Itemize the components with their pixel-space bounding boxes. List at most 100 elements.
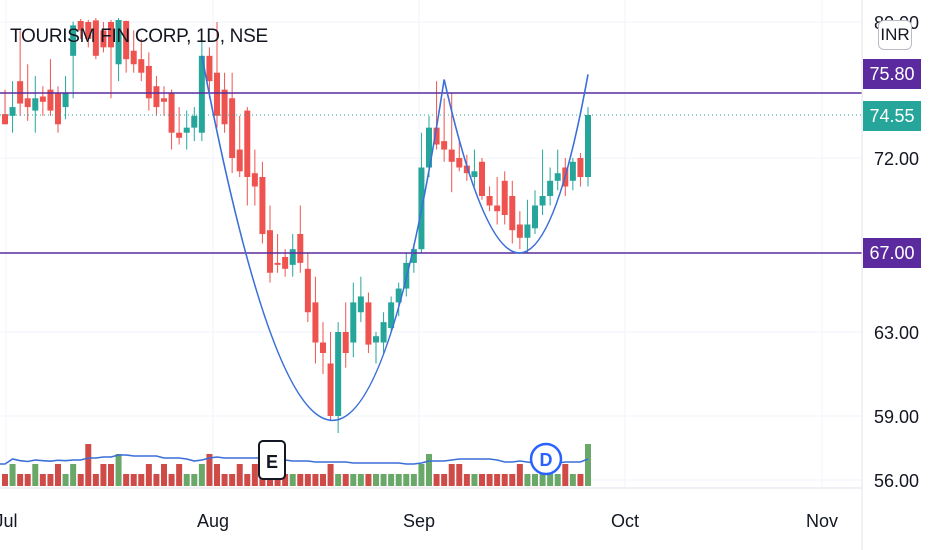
candle <box>471 149 478 187</box>
volume-bar <box>433 474 440 486</box>
candle-body <box>198 55 205 133</box>
volume-bar <box>130 474 137 486</box>
volume-bar <box>206 454 213 486</box>
candle <box>2 89 8 125</box>
candle <box>342 302 349 368</box>
volume-bar <box>145 464 152 486</box>
volume-bar <box>85 444 92 486</box>
volume-bar <box>138 474 145 486</box>
candle-body <box>9 107 16 116</box>
currency-button[interactable]: INR <box>878 20 912 50</box>
volume-bar <box>176 464 183 486</box>
candle-body <box>100 30 107 48</box>
candle-body <box>229 98 236 158</box>
volume-bar <box>463 474 470 486</box>
candle <box>335 322 342 434</box>
candle <box>191 107 198 142</box>
volume-bar <box>501 474 508 486</box>
volume-bar <box>403 474 410 486</box>
candle-body <box>85 22 92 39</box>
candle <box>388 296 395 332</box>
volume-bar <box>282 474 289 486</box>
candle-body <box>327 363 334 416</box>
volume-bar <box>471 474 478 486</box>
candle-body <box>441 141 448 150</box>
candle-body <box>426 127 432 168</box>
volume-bar <box>229 474 236 486</box>
candle <box>554 149 561 191</box>
volume-moving-average <box>0 454 589 465</box>
volume-bar <box>524 474 531 486</box>
grid-lines <box>0 0 862 488</box>
candle <box>509 180 516 244</box>
volume-bar <box>373 474 379 486</box>
candle-body <box>569 161 576 181</box>
candle <box>486 186 493 212</box>
candle <box>115 18 122 82</box>
candle <box>244 107 251 206</box>
volume-bars <box>2 444 591 486</box>
candle-body <box>532 205 538 229</box>
candle <box>456 141 463 172</box>
volume-bar <box>198 464 205 486</box>
candle <box>479 158 485 200</box>
volume-bar <box>123 474 130 486</box>
candle-body <box>312 302 319 343</box>
earnings-marker-box <box>258 440 286 480</box>
volume-bar <box>554 474 561 486</box>
candle <box>524 199 531 253</box>
candle <box>304 253 311 323</box>
candle <box>62 76 69 120</box>
volume-bar <box>47 474 54 486</box>
candle-body <box>39 96 46 102</box>
volume-ma-line <box>0 454 589 465</box>
time-axis[interactable]: Jul Aug Sep Oct Nov <box>0 511 838 531</box>
volume-bar <box>168 474 175 486</box>
candle-body <box>357 296 364 313</box>
volume-bar <box>70 464 77 486</box>
candle-body <box>55 93 61 125</box>
candle-body <box>479 161 485 196</box>
volume-bar <box>441 474 448 486</box>
candle <box>138 38 145 82</box>
candle-body <box>168 93 175 133</box>
volume-bar <box>153 474 160 486</box>
volume-bar <box>539 474 546 486</box>
volume-bar <box>380 474 387 486</box>
candle-body <box>388 302 395 329</box>
last-price-badge: 74.55 <box>863 101 921 131</box>
earnings-marker-label: E <box>266 452 278 472</box>
candle <box>55 86 61 133</box>
candle-body <box>342 332 349 353</box>
volume-bar <box>562 464 569 486</box>
candle <box>373 332 379 364</box>
candle <box>236 115 243 177</box>
dividend-marker: D <box>529 442 563 476</box>
candle-body <box>214 72 220 116</box>
volume-bar <box>342 474 349 486</box>
volume-bar <box>494 474 501 486</box>
candle <box>214 22 220 128</box>
volume-bar <box>77 474 84 486</box>
candle-body <box>244 110 251 177</box>
candle <box>221 72 228 133</box>
candle <box>494 177 501 225</box>
volume-bar <box>388 474 395 486</box>
candle-body <box>410 249 417 263</box>
volume-bar <box>259 474 266 486</box>
candle <box>77 19 84 39</box>
candle <box>585 107 591 187</box>
candle <box>403 253 410 297</box>
candle <box>229 72 236 174</box>
candle-body <box>251 173 258 187</box>
candle <box>327 332 334 421</box>
candle <box>123 20 130 73</box>
candle-body <box>145 65 152 99</box>
volume-bar <box>251 464 258 486</box>
volume-bar <box>32 464 39 486</box>
candle <box>198 38 205 142</box>
cup-pattern-curves <box>201 55 589 422</box>
candle-body <box>77 21 84 31</box>
